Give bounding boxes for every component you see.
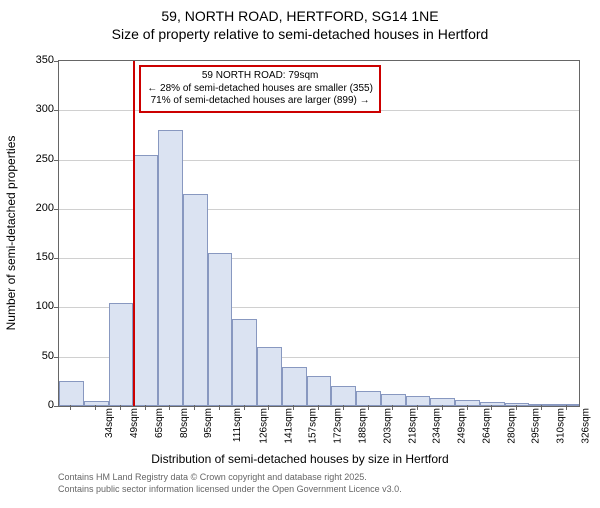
ytick-label: 350: [14, 54, 54, 66]
xtick-mark: [392, 405, 393, 410]
xtick-mark: [145, 405, 146, 410]
ytick-label: 150: [14, 251, 54, 263]
xtick-label: 65sqm: [154, 408, 165, 438]
xtick-label: 188sqm: [358, 408, 369, 444]
ytick-label: 200: [14, 202, 54, 214]
ytick-mark: [54, 160, 59, 161]
xtick-label: 157sqm: [308, 408, 319, 444]
xtick-label: 141sqm: [283, 408, 294, 444]
xtick-label: 280sqm: [506, 408, 517, 444]
ytick-mark: [54, 357, 59, 358]
xtick-mark: [70, 405, 71, 410]
xtick-mark: [293, 405, 294, 410]
xtick-mark: [95, 405, 96, 410]
histogram-bar: [133, 155, 158, 406]
xtick-mark: [194, 405, 195, 410]
xtick-label: 249sqm: [457, 408, 468, 444]
histogram-bar: [183, 194, 208, 406]
annotation-line: ← 28% of semi-detached houses are smalle…: [147, 83, 373, 96]
ytick-label: 50: [14, 350, 54, 362]
histogram-bar: [554, 404, 579, 406]
histogram-bar: [109, 303, 134, 407]
xtick-label: 80sqm: [179, 408, 190, 438]
xtick-mark: [244, 405, 245, 410]
xtick-label: 172sqm: [333, 408, 344, 444]
ytick-label: 250: [14, 153, 54, 165]
ytick-label: 300: [14, 103, 54, 115]
annotation-line: 71% of semi-detached houses are larger (…: [147, 95, 373, 108]
histogram-bar: [529, 404, 554, 406]
histogram-bar: [158, 130, 183, 406]
xtick-mark: [219, 405, 220, 410]
histogram-bar: [331, 386, 356, 406]
xtick-mark: [467, 405, 468, 410]
histogram-bar: [59, 381, 84, 406]
xtick-label: 310sqm: [556, 408, 567, 444]
ytick-mark: [54, 110, 59, 111]
xtick-label: 49sqm: [129, 408, 140, 438]
xtick-mark: [566, 405, 567, 410]
xtick-mark: [343, 405, 344, 410]
xtick-label: 234sqm: [432, 408, 443, 444]
xtick-mark: [417, 405, 418, 410]
reference-line: [133, 61, 135, 406]
xtick-label: 326sqm: [580, 408, 591, 444]
histogram-bar: [307, 376, 332, 406]
xtick-label: 34sqm: [104, 408, 115, 438]
chart-title-main: 59, NORTH ROAD, HERTFORD, SG14 1NE: [0, 8, 600, 24]
histogram-bar: [257, 347, 282, 406]
xtick-mark: [442, 405, 443, 410]
xtick-mark: [268, 405, 269, 410]
footer-line-1: Contains HM Land Registry data © Crown c…: [58, 472, 367, 482]
xtick-label: 203sqm: [382, 408, 393, 444]
xtick-mark: [516, 405, 517, 410]
xtick-label: 218sqm: [407, 408, 418, 444]
xtick-label: 264sqm: [481, 408, 492, 444]
ytick-mark: [54, 209, 59, 210]
ytick-mark: [54, 307, 59, 308]
chart-title-sub: Size of property relative to semi-detach…: [0, 26, 600, 42]
x-axis-label: Distribution of semi-detached houses by …: [0, 452, 600, 466]
xtick-label: 295sqm: [531, 408, 542, 444]
annotation-box: 59 NORTH ROAD: 79sqm← 28% of semi-detach…: [139, 65, 381, 113]
xtick-label: 111sqm: [232, 408, 243, 442]
annotation-line: 59 NORTH ROAD: 79sqm: [147, 70, 373, 83]
xtick-mark: [120, 405, 121, 410]
ytick-mark: [54, 258, 59, 259]
xtick-label: 126sqm: [259, 408, 270, 444]
histogram-bar: [356, 391, 381, 406]
xtick-mark: [318, 405, 319, 410]
xtick-mark: [169, 405, 170, 410]
histogram-bar: [430, 398, 455, 406]
ytick-mark: [54, 61, 59, 62]
xtick-mark: [491, 405, 492, 410]
histogram-bar: [282, 367, 307, 406]
xtick-label: 95sqm: [203, 408, 214, 438]
xtick-mark: [541, 405, 542, 410]
histogram-bar: [455, 400, 480, 406]
ytick-label: 0: [14, 399, 54, 411]
histogram-bar: [208, 253, 233, 406]
ytick-label: 100: [14, 300, 54, 312]
ytick-mark: [54, 406, 59, 407]
xtick-mark: [368, 405, 369, 410]
histogram-bar: [232, 319, 257, 406]
plot-area: 59 NORTH ROAD: 79sqm← 28% of semi-detach…: [58, 60, 580, 407]
footer-line-2: Contains public sector information licen…: [58, 484, 402, 494]
